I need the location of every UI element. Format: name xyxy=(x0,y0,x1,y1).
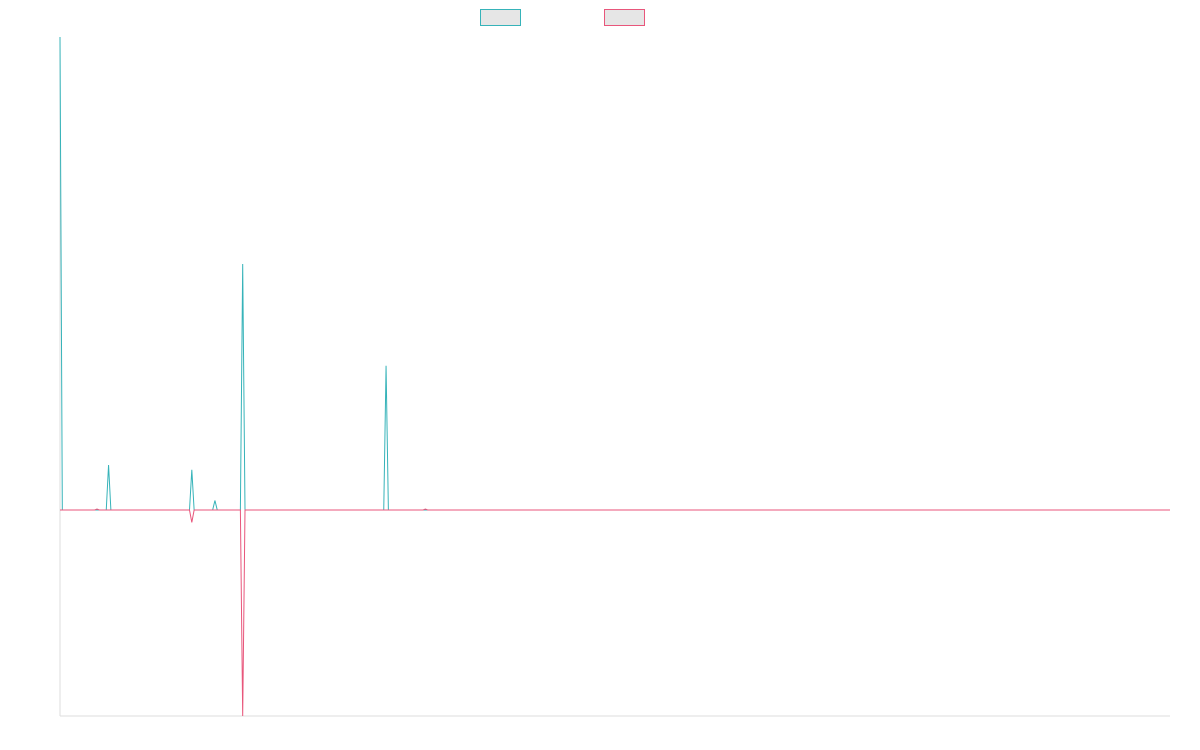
series-layer xyxy=(59,36,1170,717)
legend-swatch-1[interactable] xyxy=(480,9,521,26)
axes xyxy=(59,37,1170,717)
series-2-line xyxy=(60,508,1170,717)
legend-swatch-2[interactable] xyxy=(604,9,645,26)
series-1-line xyxy=(59,36,1170,511)
legend xyxy=(480,9,645,26)
